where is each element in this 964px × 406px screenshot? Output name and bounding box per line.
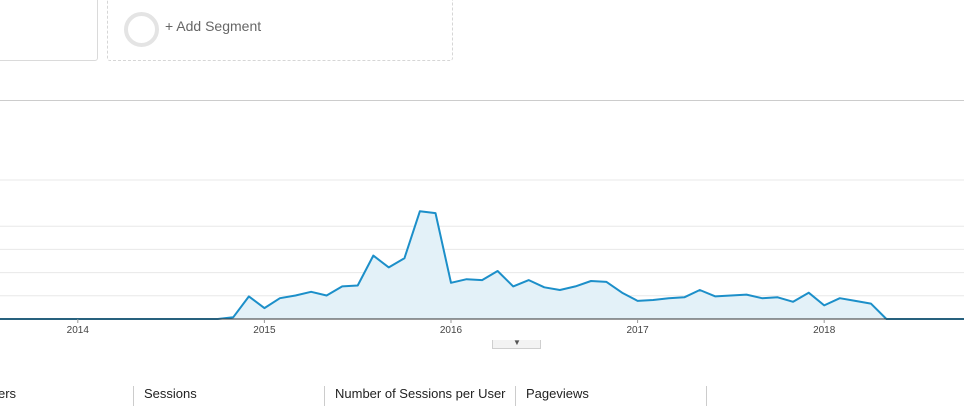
metric-tab-sessions-per-user[interactable]: Number of Sessions per User: [335, 386, 506, 401]
chart-x-tick-label: 2015: [253, 325, 276, 336]
add-segment-card[interactable]: + Add Segment: [107, 0, 453, 61]
metric-divider: [324, 386, 325, 406]
segment-card-all-users[interactable]: [0, 0, 98, 61]
timeline-chart-svg: 2014 2015 2016 2017 2018: [0, 179, 964, 336]
metric-divider: [133, 386, 134, 406]
chart-top-divider: [0, 100, 964, 101]
chart-x-tick-label: 2018: [813, 325, 836, 336]
metric-divider: [706, 386, 707, 406]
timeline-chart: 2014 2015 2016 2017 2018: [0, 101, 964, 351]
chart-x-tick-label: 2016: [440, 325, 463, 336]
add-segment-label[interactable]: + Add Segment: [165, 18, 262, 34]
metric-tab-pageviews[interactable]: Pageviews: [526, 386, 589, 401]
chevron-down-icon: ▼: [513, 338, 521, 347]
metric-tab-sessions[interactable]: Sessions: [144, 386, 197, 401]
metric-divider: [515, 386, 516, 406]
metric-tab-users[interactable]: ers: [0, 386, 17, 401]
chart-x-tick-label: 2014: [67, 325, 90, 336]
add-segment-circle-icon: [124, 12, 159, 47]
chart-collapse-handle[interactable]: ▼: [492, 338, 541, 349]
chart-area-fill: [0, 211, 964, 319]
chart-x-tick-label: 2017: [626, 325, 649, 336]
